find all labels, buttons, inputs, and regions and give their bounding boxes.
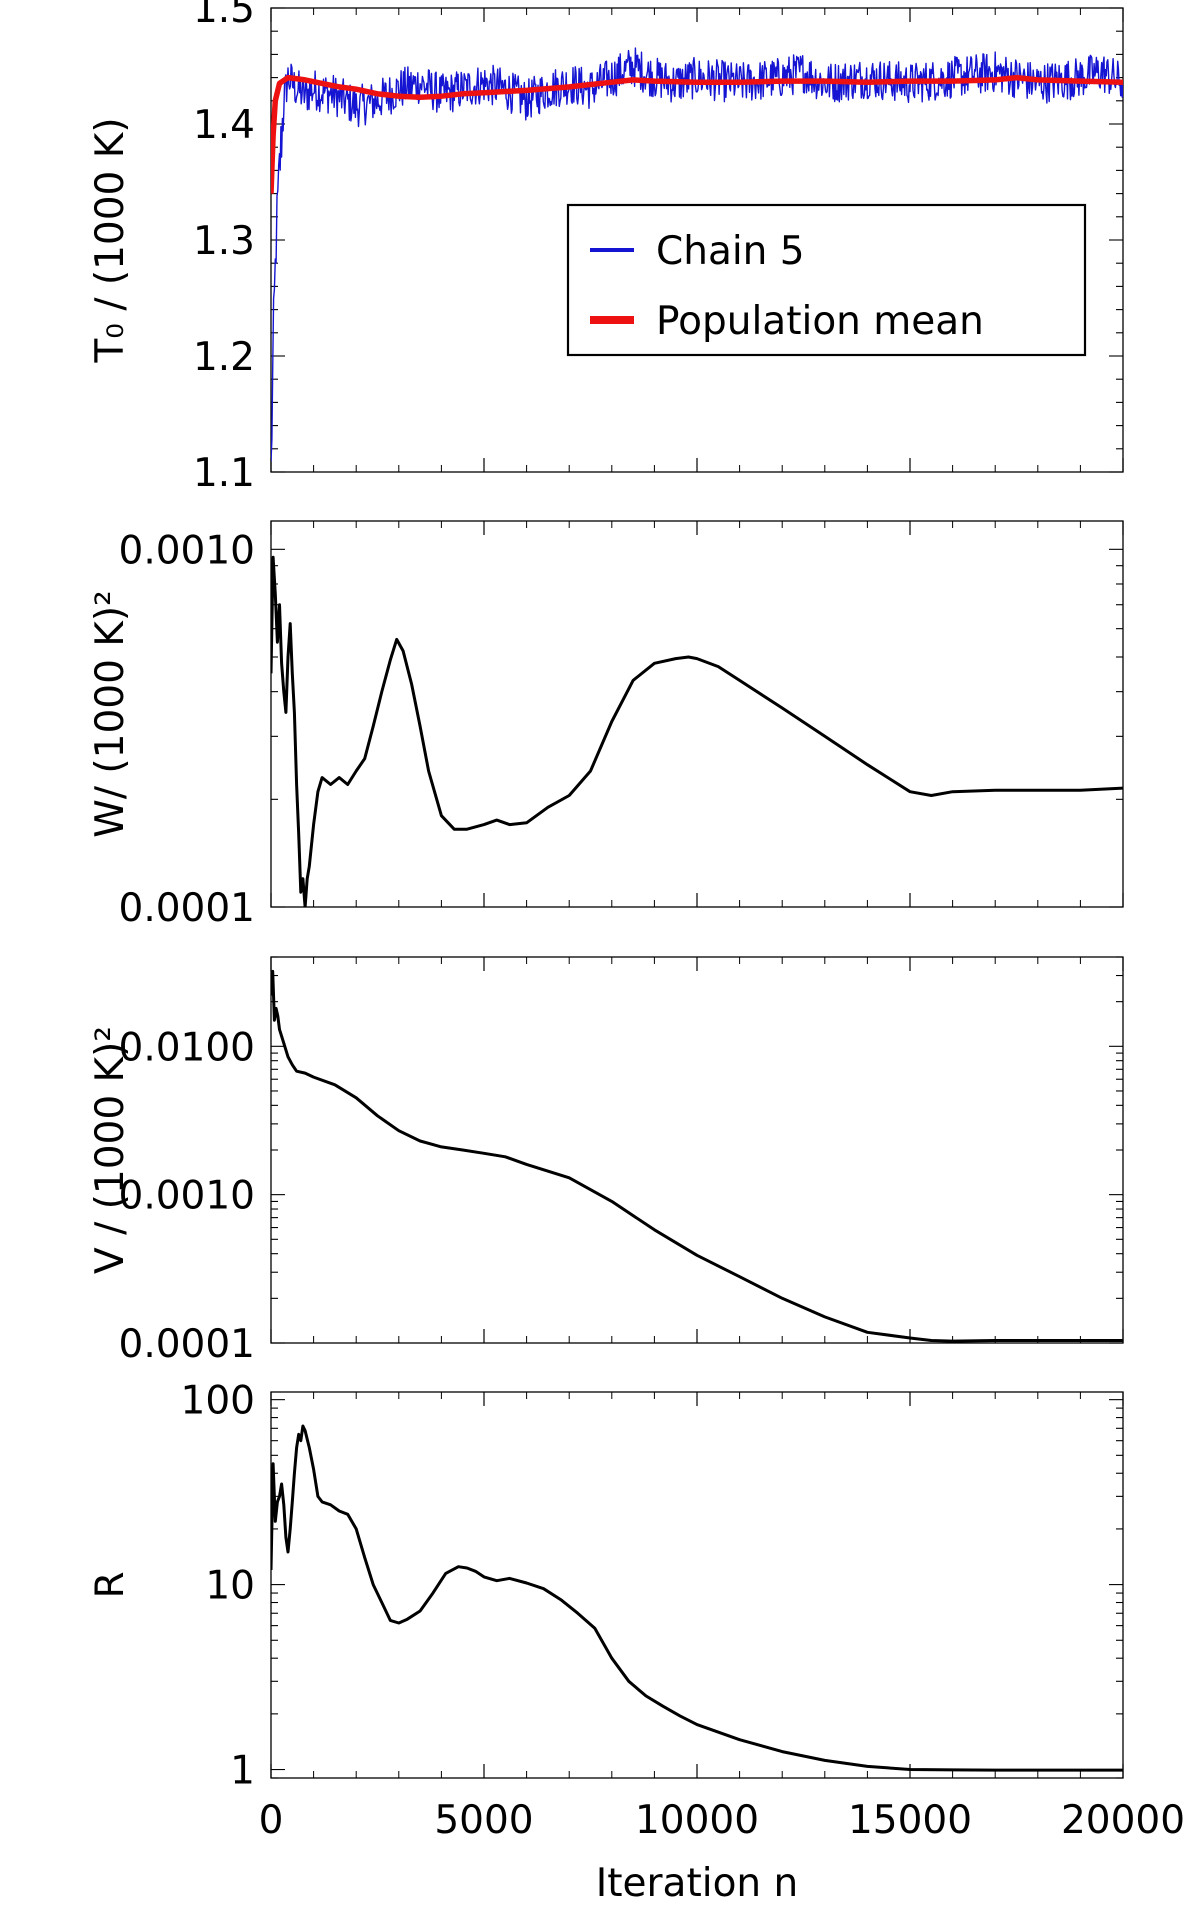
legend-box (566, 203, 1087, 357)
series-line (271, 555, 1123, 907)
y-tick-label: 10 (205, 1564, 255, 1609)
legend-label: Chain 5 (656, 229, 805, 274)
plot-frame (270, 956, 1124, 1344)
y-tick-label: 0.0001 (119, 886, 255, 931)
y-tick-label: 0.0010 (119, 528, 255, 573)
y-tick-label: 1.2 (193, 335, 255, 380)
plot-frame (270, 520, 1124, 908)
panel-4 (270, 1391, 1124, 1779)
y-tick-label: 1.3 (193, 219, 255, 264)
y-tick-label: 0.0100 (119, 1025, 255, 1070)
panel-1 (270, 7, 1124, 473)
legend: Chain 5 Population mean (566, 203, 1087, 357)
x-tick-label: 10000 (635, 1798, 759, 1843)
x-tick-label: 15000 (848, 1798, 972, 1843)
x-axis-title: Iteration n (596, 1861, 799, 1906)
legend-label: Population mean (656, 299, 984, 344)
y-tick-label: 0.0001 (119, 1322, 255, 1367)
legend-layer: Chain 5 Population mean (566, 203, 1087, 357)
y-tick-label: 1.1 (193, 451, 255, 496)
y-axis-title: T₀ / (1000 K) (88, 117, 133, 363)
series-line (271, 1424, 1123, 1772)
y-tick-label: 100 (181, 1379, 255, 1424)
y-axis-title: V / (1000 K)² (88, 1026, 133, 1274)
panel-3 (270, 956, 1124, 1344)
data-layer (271, 47, 1123, 1772)
y-tick-label: 1.4 (193, 103, 255, 148)
series-line (271, 969, 1123, 1343)
y-axis-title: W/ (1000 K)² (88, 590, 133, 837)
x-tick-label: 5000 (434, 1798, 533, 1843)
y-axis-title: R (88, 1571, 133, 1598)
x-tick-label: 0 (259, 1798, 284, 1843)
panel-2 (270, 520, 1124, 908)
axes-layer (270, 7, 1124, 1779)
y-tick-label: 1 (230, 1749, 255, 1794)
text-layer: 1.1 1.2 1.3 1.4 1.5 T₀ / (1000 K) 0.0001 0.0010… (88, 0, 1185, 1906)
plot-frame (270, 1391, 1124, 1779)
x-tick-label: 20000 (1061, 1798, 1185, 1843)
series-line-population-mean (271, 74, 1123, 194)
y-tick-label: 1.5 (193, 0, 255, 32)
y-tick-label: 0.0010 (119, 1174, 255, 1219)
